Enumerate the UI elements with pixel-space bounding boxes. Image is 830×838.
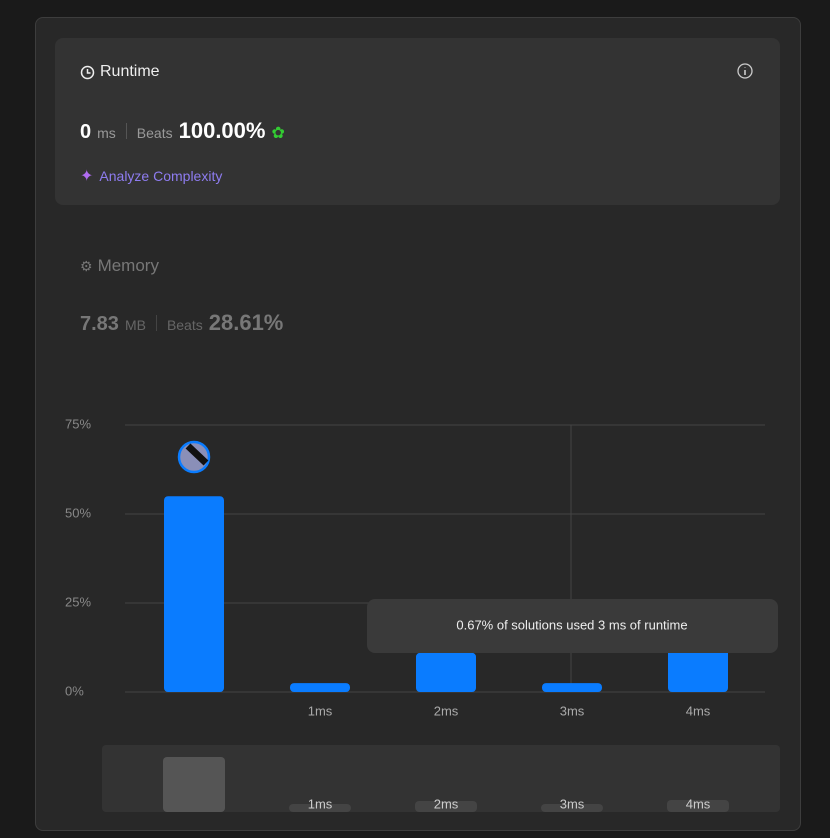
overview-label: 2ms [434, 796, 459, 811]
tooltip-bg [367, 599, 778, 653]
x-tick-label: 4ms [686, 703, 711, 718]
bar [542, 683, 602, 692]
memory-header: ⚙ Memory [80, 256, 159, 276]
runtime-unit: ms [97, 125, 116, 141]
runtime-title: Runtime [100, 63, 160, 80]
avatar-detail [185, 443, 209, 466]
analyze-text[interactable]: Analyze Complexity [99, 168, 223, 184]
x-tick-label: 2ms [434, 703, 459, 718]
avatar [177, 440, 211, 474]
overview-label: 4ms [686, 796, 711, 811]
overview-label: 1ms [308, 796, 333, 811]
y-tick-label: 75% [65, 416, 91, 431]
clap-icon: ✿ [271, 125, 285, 142]
tooltip: 0.67% of solutions used 3 ms of runtime [456, 617, 687, 632]
clock-icon [80, 65, 95, 79]
runtime-row: 0 ms Beats 100.00% ✿ [80, 118, 285, 144]
overview-bg [102, 745, 780, 812]
bar [416, 652, 476, 692]
analyze-link[interactable]: ✦ Analyze Complexity [80, 166, 222, 186]
runtime-beats: 100.00% [178, 118, 266, 143]
overview-bar [289, 804, 351, 812]
overview-bar [415, 801, 477, 812]
bar [164, 496, 224, 692]
info-icon[interactable] [736, 62, 754, 80]
beats-label: Beats [166, 317, 203, 333]
memory-unit: MB [124, 317, 146, 333]
overview-label: 3ms [560, 796, 585, 811]
y-tick-label: 25% [65, 594, 91, 609]
chip-icon: ⚙ [80, 257, 93, 274]
memory-title: Memory [97, 256, 159, 275]
x-tick-label: 3ms [560, 703, 585, 718]
overview-bar [667, 800, 729, 812]
runtime-value: 0 [80, 121, 92, 143]
separator [155, 315, 157, 331]
overview-bar [541, 804, 603, 812]
runtime-header: Runtime [80, 63, 160, 81]
beats-label: Beats [136, 125, 173, 141]
separator [125, 123, 127, 139]
y-tick-label: 0% [65, 683, 84, 698]
memory-beats: 28.61% [208, 310, 284, 335]
runtime-panel [55, 38, 780, 205]
memory-row: 7.83 MB Beats 28.61% [80, 310, 283, 336]
y-tick-label: 50% [65, 505, 91, 520]
sparkle-icon: ✦ [80, 168, 94, 185]
bar [668, 649, 728, 692]
overview-bar [163, 757, 225, 812]
memory-value: 7.83 [80, 313, 119, 335]
x-tick-label: 1ms [308, 703, 333, 718]
bar [290, 683, 350, 692]
